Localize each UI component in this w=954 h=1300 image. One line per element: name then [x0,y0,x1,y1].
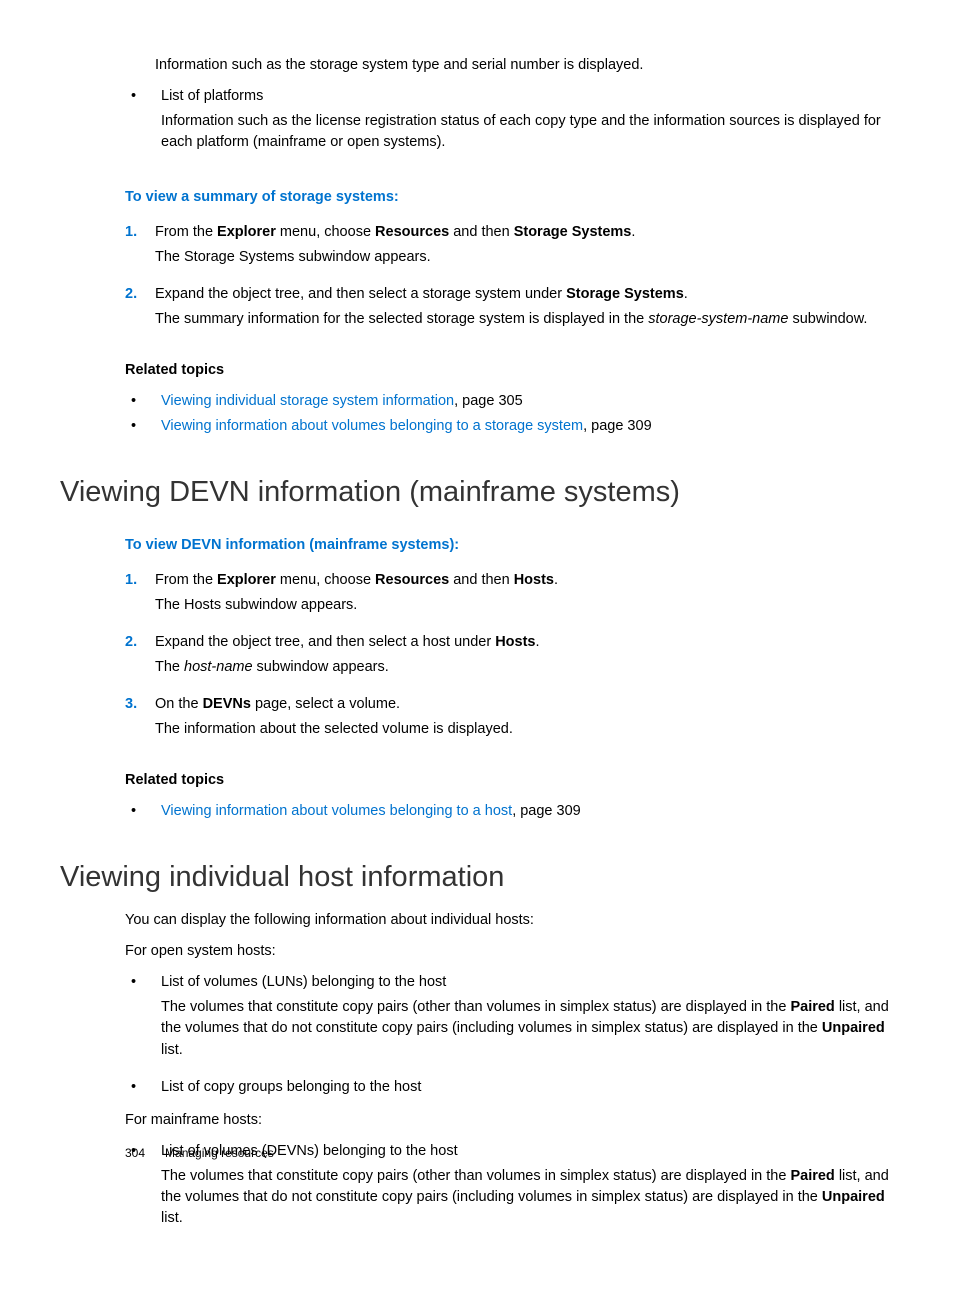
xref-link[interactable]: Viewing information about volumes belong… [161,803,512,819]
step-number: 2. [125,632,155,690]
step-text: From the Explorer menu, choose Resources… [155,570,894,591]
step: 1. From the Explorer menu, choose Resour… [125,570,894,628]
step-result: The summary information for the selected… [155,309,894,330]
list-item-desc: The volumes that constitute copy pairs (… [161,1166,894,1229]
list-item-text: List of volumes (LUNs) belonging to the … [161,972,894,993]
list-item: • Viewing information about volumes belo… [125,416,894,437]
body-text: You can display the following informatio… [125,910,894,931]
list-item: • Viewing individual storage system info… [125,391,894,412]
section-heading: Viewing DEVN information (mainframe syst… [60,471,894,513]
step-result: The host-name subwindow appears. [155,657,894,678]
related-topics-heading: Related topics [125,770,894,791]
step-number: 3. [125,694,155,752]
step-text: On the DEVNs page, select a volume. [155,694,894,715]
step: 1. From the Explorer menu, choose Resour… [125,222,894,280]
xref-link[interactable]: Viewing information about volumes belong… [161,418,583,434]
body-text: For mainframe hosts: [125,1110,894,1131]
chapter-title: Managing resources [165,1146,274,1160]
list-item: • List of platforms Information such as … [125,86,894,165]
list-item: • List of volumes (LUNs) belonging to th… [125,972,894,1072]
bullet-icon: • [125,801,161,822]
procedure-title: To view a summary of storage systems: [125,187,894,208]
xref-link[interactable]: Viewing individual storage system inform… [161,393,454,409]
list-item-desc: The volumes that constitute copy pairs (… [161,997,894,1060]
step-number: 1. [125,222,155,280]
bullet-icon: • [125,416,161,437]
step-text: Expand the object tree, and then select … [155,632,894,653]
page-number: 304 [125,1146,145,1160]
bullet-icon: • [125,86,161,165]
step-result: The information about the selected volum… [155,719,894,740]
body-text: Information such as the storage system t… [155,55,894,76]
bullet-icon: • [125,972,161,1072]
step-text: Expand the object tree, and then select … [155,284,894,305]
step-result: The Storage Systems subwindow appears. [155,247,894,268]
bullet-icon: • [125,391,161,412]
step-text: From the Explorer menu, choose Resources… [155,222,894,243]
step: 2. Expand the object tree, and then sele… [125,632,894,690]
bullet-icon: • [125,1077,161,1098]
step-result: The Hosts subwindow appears. [155,595,894,616]
body-text: For open system hosts: [125,941,894,962]
page-footer: 304 Managing resources [125,1145,274,1162]
list-item: • Viewing information about volumes belo… [125,801,894,822]
related-topics-heading: Related topics [125,360,894,381]
list-item-desc: Information such as the license registra… [161,111,894,153]
xref-page: , page 305 [454,393,523,409]
list-item-text: List of platforms [161,86,894,107]
step-number: 2. [125,284,155,342]
xref-page: , page 309 [512,803,581,819]
step-number: 1. [125,570,155,628]
list-item: • List of copy groups belonging to the h… [125,1077,894,1098]
section-heading: Viewing individual host information [60,856,894,898]
xref-page: , page 309 [583,418,652,434]
step: 3. On the DEVNs page, select a volume. T… [125,694,894,752]
step: 2. Expand the object tree, and then sele… [125,284,894,342]
procedure-title: To view DEVN information (mainframe syst… [125,535,894,556]
list-item-text: List of copy groups belonging to the hos… [161,1077,894,1098]
